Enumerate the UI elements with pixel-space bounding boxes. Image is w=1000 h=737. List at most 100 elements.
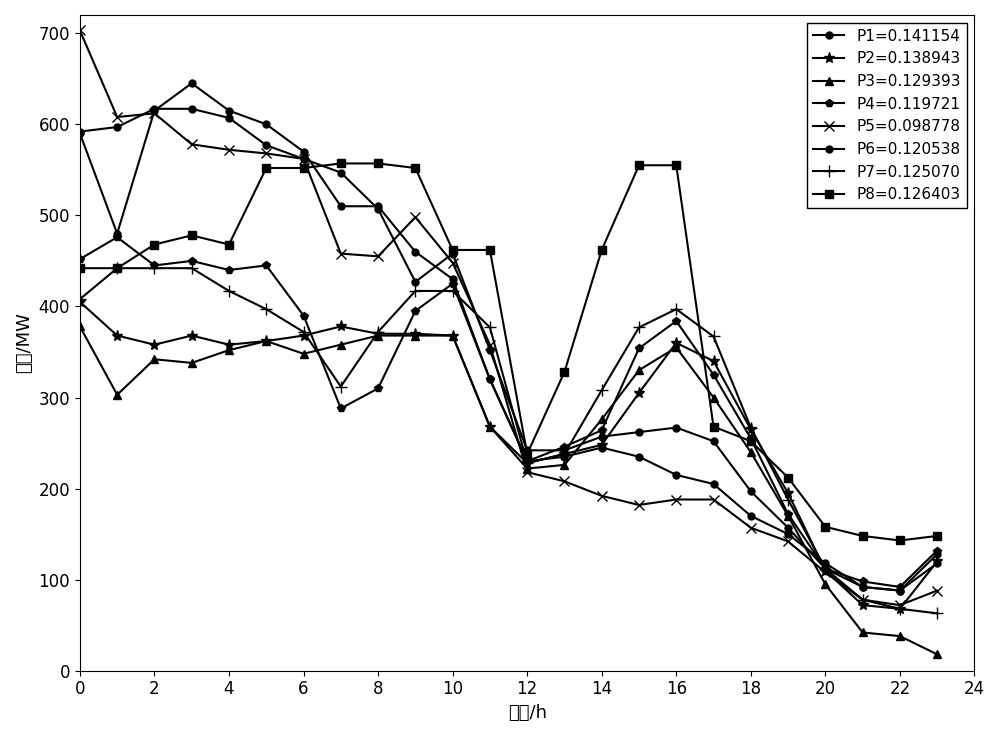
P1=0.141154 [708, 480, 720, 489]
P5=0.098778 [931, 586, 943, 595]
Line: P3=0.129393: P3=0.129393 [76, 322, 941, 658]
P2=0.138943 [409, 329, 421, 338]
P1=0.141154 [335, 202, 347, 211]
P7=0.125070 [447, 287, 459, 296]
P6=0.120538 [708, 437, 720, 446]
P1=0.141154 [894, 586, 906, 595]
P3=0.129393 [447, 331, 459, 340]
P4=0.119721 [298, 311, 310, 320]
P3=0.129393 [931, 650, 943, 659]
P8=0.126403 [186, 231, 198, 240]
P1=0.141154 [596, 443, 608, 452]
P1=0.141154 [372, 202, 384, 211]
P3=0.129393 [819, 580, 831, 589]
P4=0.119721 [111, 233, 123, 242]
P8=0.126403 [111, 264, 123, 273]
P1=0.141154 [745, 511, 757, 520]
P5=0.098778 [223, 145, 235, 154]
P8=0.126403 [74, 264, 86, 273]
P2=0.138943 [484, 422, 496, 431]
P4=0.119721 [670, 317, 682, 326]
P2=0.138943 [372, 329, 384, 338]
P6=0.120538 [186, 105, 198, 113]
P3=0.129393 [596, 415, 608, 424]
P2=0.138943 [819, 566, 831, 575]
P8=0.126403 [223, 240, 235, 249]
P2=0.138943 [596, 441, 608, 450]
P8=0.126403 [670, 161, 682, 170]
P2=0.138943 [186, 331, 198, 340]
P6=0.120538 [931, 559, 943, 567]
P5=0.098778 [708, 495, 720, 504]
P8=0.126403 [484, 245, 496, 254]
P1=0.141154 [782, 530, 794, 539]
Line: P5=0.098778: P5=0.098778 [75, 26, 942, 610]
P7=0.125070 [894, 604, 906, 613]
P8=0.126403 [372, 159, 384, 168]
P8=0.126403 [819, 523, 831, 531]
P7=0.125070 [633, 323, 645, 332]
P4=0.119721 [745, 434, 757, 443]
Legend: P1=0.141154, P2=0.138943, P3=0.129393, P4=0.119721, P5=0.098778, P6=0.120538, P7: P1=0.141154, P2=0.138943, P3=0.129393, P… [807, 23, 967, 209]
P3=0.129393 [111, 391, 123, 399]
P6=0.120538 [596, 432, 608, 441]
P5=0.098778 [633, 500, 645, 509]
P3=0.129393 [857, 628, 869, 637]
P1=0.141154 [260, 120, 272, 129]
P8=0.126403 [708, 422, 720, 431]
P2=0.138943 [298, 331, 310, 340]
P7=0.125070 [111, 264, 123, 273]
P4=0.119721 [894, 582, 906, 591]
P7=0.125070 [596, 385, 608, 394]
P6=0.120538 [521, 446, 533, 455]
P1=0.141154 [186, 79, 198, 88]
P6=0.120538 [558, 446, 570, 455]
P3=0.129393 [633, 366, 645, 374]
P6=0.120538 [857, 582, 869, 591]
P1=0.141154 [111, 229, 123, 238]
P5=0.098778 [670, 495, 682, 504]
P4=0.119721 [633, 344, 645, 353]
P2=0.138943 [931, 557, 943, 566]
P4=0.119721 [708, 370, 720, 379]
P4=0.119721 [558, 442, 570, 451]
P2=0.138943 [670, 338, 682, 347]
P6=0.120538 [148, 105, 160, 113]
P6=0.120538 [782, 523, 794, 532]
P8=0.126403 [409, 164, 421, 172]
P5=0.098778 [819, 568, 831, 577]
P2=0.138943 [447, 331, 459, 340]
P5=0.098778 [596, 492, 608, 500]
P7=0.125070 [819, 565, 831, 573]
P7=0.125070 [558, 450, 570, 458]
P1=0.141154 [521, 457, 533, 466]
P3=0.129393 [558, 461, 570, 469]
P7=0.125070 [857, 595, 869, 604]
Line: P1=0.141154: P1=0.141154 [76, 80, 941, 594]
P4=0.119721 [335, 404, 347, 413]
P6=0.120538 [819, 565, 831, 573]
P3=0.129393 [335, 340, 347, 349]
P6=0.120538 [670, 423, 682, 432]
P3=0.129393 [894, 632, 906, 640]
P5=0.098778 [372, 252, 384, 261]
P7=0.125070 [186, 264, 198, 273]
P1=0.141154 [558, 453, 570, 461]
P6=0.120538 [298, 155, 310, 164]
P5=0.098778 [260, 149, 272, 158]
P6=0.120538 [260, 141, 272, 150]
P6=0.120538 [74, 128, 86, 136]
P3=0.129393 [782, 511, 794, 520]
P4=0.119721 [409, 307, 421, 315]
P1=0.141154 [148, 106, 160, 115]
P8=0.126403 [521, 450, 533, 458]
P6=0.120538 [111, 122, 123, 131]
P3=0.129393 [521, 464, 533, 473]
P4=0.119721 [857, 577, 869, 586]
P3=0.129393 [260, 337, 272, 346]
P1=0.141154 [819, 559, 831, 567]
P1=0.141154 [409, 248, 421, 256]
P1=0.141154 [484, 375, 496, 384]
P8=0.126403 [596, 245, 608, 254]
P7=0.125070 [484, 323, 496, 332]
